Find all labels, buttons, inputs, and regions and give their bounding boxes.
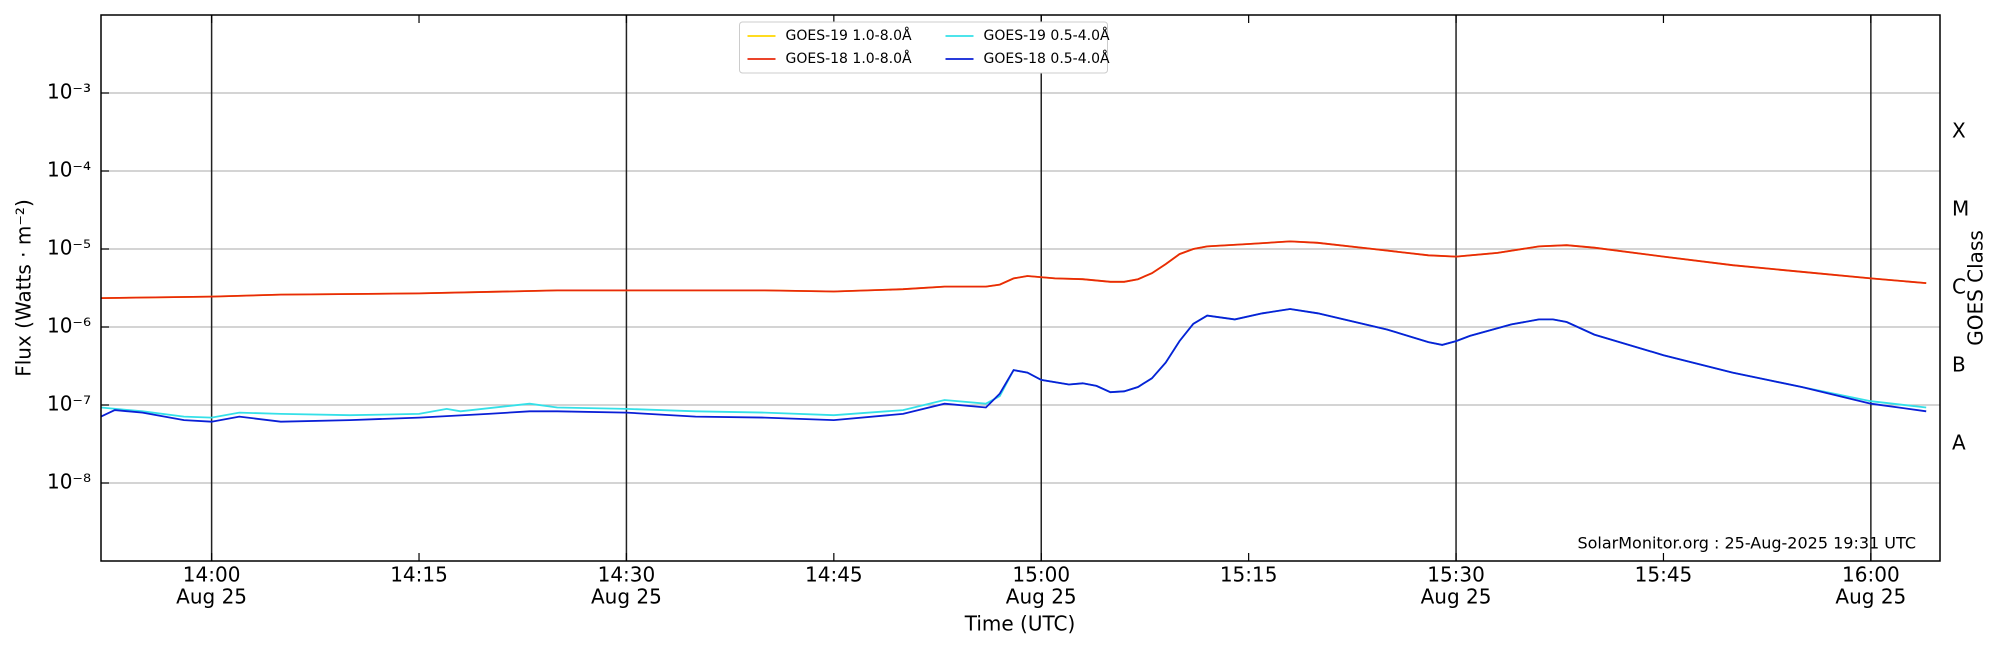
plot-frame <box>100 14 1941 562</box>
legend-box <box>739 21 1108 74</box>
x-tick-date: Aug 25 <box>176 585 247 609</box>
x-tick-date: Aug 25 <box>1835 585 1906 609</box>
series-line <box>100 308 1927 423</box>
y2-tick-label: C <box>1952 275 1966 299</box>
x-axis-label: Time (UTC) <box>964 612 1076 636</box>
y-tick-label: 10⁻⁷ <box>47 392 91 416</box>
legend-label: GOES-18 1.0-8.0Å <box>786 50 912 67</box>
x-tick-label: 14:30 <box>598 563 656 587</box>
y2-tick-label: X <box>1952 119 1966 143</box>
x-tick-label: 16:00 <box>1842 563 1900 587</box>
x-tick-label: 15:45 <box>1635 563 1693 587</box>
y-tick-label: 10⁻⁸ <box>47 470 91 494</box>
y2-tick-label: A <box>1952 431 1966 455</box>
x-tick-label: 15:30 <box>1427 563 1485 587</box>
y2-axis-label: GOES Class <box>1964 230 1988 346</box>
y-axis-label: Flux (Watts · m⁻²) <box>12 199 36 377</box>
y2-tick-label: M <box>1952 197 1969 221</box>
y-tick-label: 10⁻³ <box>47 80 91 104</box>
x-tick-label: 14:00 <box>183 563 241 587</box>
y-tick-label: 10⁻⁶ <box>47 314 91 338</box>
x-tick-label: 15:00 <box>1012 563 1070 587</box>
y-tick-label: 10⁻⁵ <box>47 236 91 260</box>
x-tick-date: Aug 25 <box>1421 585 1492 609</box>
x-tick-label: 14:45 <box>805 563 863 587</box>
series-line <box>100 240 1927 299</box>
y2-tick-label: B <box>1952 353 1966 377</box>
y-tick-label: 10⁻⁴ <box>47 158 91 182</box>
x-tick-date: Aug 25 <box>591 585 662 609</box>
x-tick-date: Aug 25 <box>1006 585 1077 609</box>
x-tick-label: 14:15 <box>390 563 448 587</box>
x-tick-label: 15:15 <box>1220 563 1278 587</box>
annotation: SolarMonitor.org : 25-Aug-2025 19:31 UTC <box>1577 534 1916 553</box>
legend-label: GOES-18 0.5-4.0Å <box>984 50 1110 67</box>
legend-label: GOES-19 1.0-8.0Å <box>786 27 912 44</box>
legend-label: GOES-19 0.5-4.0Å <box>984 27 1110 44</box>
